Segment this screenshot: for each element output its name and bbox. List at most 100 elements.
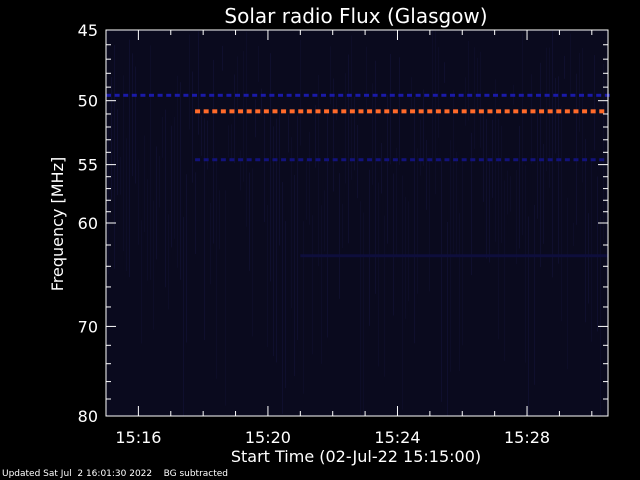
noise-streak: [366, 46, 367, 116]
band-segment: [157, 93, 163, 97]
band-50-8-mhz: [195, 109, 605, 114]
band-segment: [220, 158, 226, 162]
band-segment: [573, 109, 579, 114]
noise-streak: [444, 62, 445, 83]
noise-streak: [537, 109, 538, 219]
noise-streak: [417, 148, 418, 294]
band-segment: [381, 93, 387, 97]
band-segment: [332, 158, 338, 162]
noise-streak: [285, 221, 286, 389]
noise-streak: [486, 118, 487, 259]
band-segment: [286, 93, 292, 97]
band-segment: [203, 158, 209, 162]
band-segment: [582, 109, 588, 114]
band-segment: [487, 109, 493, 114]
noise-streak: [144, 135, 145, 233]
band-49-6-mhz: [106, 93, 610, 97]
noise-streak: [342, 203, 343, 249]
noise-streak: [303, 221, 304, 394]
noise-streak: [519, 125, 520, 249]
band-segment: [300, 254, 608, 258]
band-segment: [195, 158, 201, 162]
noise-streak: [252, 168, 253, 337]
band-segment: [478, 109, 484, 114]
noise-streak: [606, 183, 607, 283]
noise-streak: [108, 124, 109, 275]
noise-streak: [402, 175, 403, 410]
noise-streak: [231, 124, 232, 160]
band-segment: [140, 93, 146, 97]
band-segment: [212, 109, 218, 114]
band-segment: [401, 158, 407, 162]
band-segment: [450, 93, 455, 97]
noise-streak: [279, 110, 280, 246]
noise-streak: [462, 161, 463, 346]
noise-streak: [261, 88, 262, 116]
noise-streak: [132, 53, 133, 177]
band-segment: [530, 109, 536, 114]
noise-streak: [339, 173, 340, 299]
band-segment: [484, 93, 490, 97]
band-segment: [590, 109, 596, 114]
noise-streak: [192, 71, 193, 183]
band-segment: [470, 109, 476, 114]
x-axis-label: Start Time (02-Jul-22 15:15:00): [231, 447, 481, 466]
band-segment: [269, 93, 275, 97]
noise-streak: [420, 119, 421, 176]
noise-streak: [264, 114, 265, 223]
band-segment: [106, 93, 111, 97]
band-63-mhz: [300, 254, 608, 258]
noise-streak: [312, 215, 313, 355]
emission-bands: [106, 93, 610, 258]
band-segment: [521, 109, 527, 114]
noise-streak: [216, 157, 217, 379]
noise-streak: [177, 75, 178, 268]
band-segment: [315, 158, 321, 162]
noise-streak: [489, 159, 490, 263]
noise-streak: [375, 60, 376, 294]
band-segment: [358, 158, 364, 162]
noise-streak: [249, 172, 250, 271]
noise-streak: [399, 57, 400, 165]
band-segment: [200, 93, 206, 97]
noise-streak: [255, 99, 256, 138]
band-segment: [349, 158, 355, 162]
band-segment: [332, 109, 338, 114]
band-segment: [432, 93, 438, 97]
noise-streak: [327, 110, 328, 338]
band-segment: [407, 93, 412, 97]
band-segment: [324, 158, 330, 162]
band-segment: [183, 93, 189, 97]
band-segment: [461, 109, 467, 114]
noise-streak: [558, 76, 559, 264]
background-noise: [108, 30, 607, 416]
noise-streak: [543, 143, 544, 244]
band-segment: [427, 158, 433, 162]
noise-streak: [336, 93, 337, 121]
noise-streak: [573, 222, 574, 247]
plot-area: [106, 30, 608, 416]
band-segment: [192, 93, 197, 97]
band-segment: [252, 93, 258, 97]
noise-streak: [207, 120, 208, 170]
band-segment: [298, 158, 304, 162]
band-segment: [501, 93, 507, 97]
x-tick-label: 15:24: [374, 428, 420, 447]
noise-streak: [354, 96, 355, 171]
noise-streak: [246, 31, 247, 227]
band-segment: [203, 109, 209, 114]
noise-streak: [507, 170, 508, 215]
noise-streak: [225, 190, 226, 406]
band-segment: [263, 158, 269, 162]
band-segment: [453, 158, 459, 162]
noise-streak: [576, 73, 577, 225]
band-segment: [530, 158, 536, 162]
band-segment: [527, 93, 533, 97]
noise-streak: [135, 66, 136, 184]
band-segment: [220, 109, 226, 114]
noise-streak: [234, 74, 235, 164]
bg-subtracted-note: BG subtracted: [163, 469, 229, 479]
footer-status: Updated Sat Jul 2 16:01:30 2022 BG subtr…: [2, 469, 228, 479]
band-segment: [364, 93, 369, 97]
